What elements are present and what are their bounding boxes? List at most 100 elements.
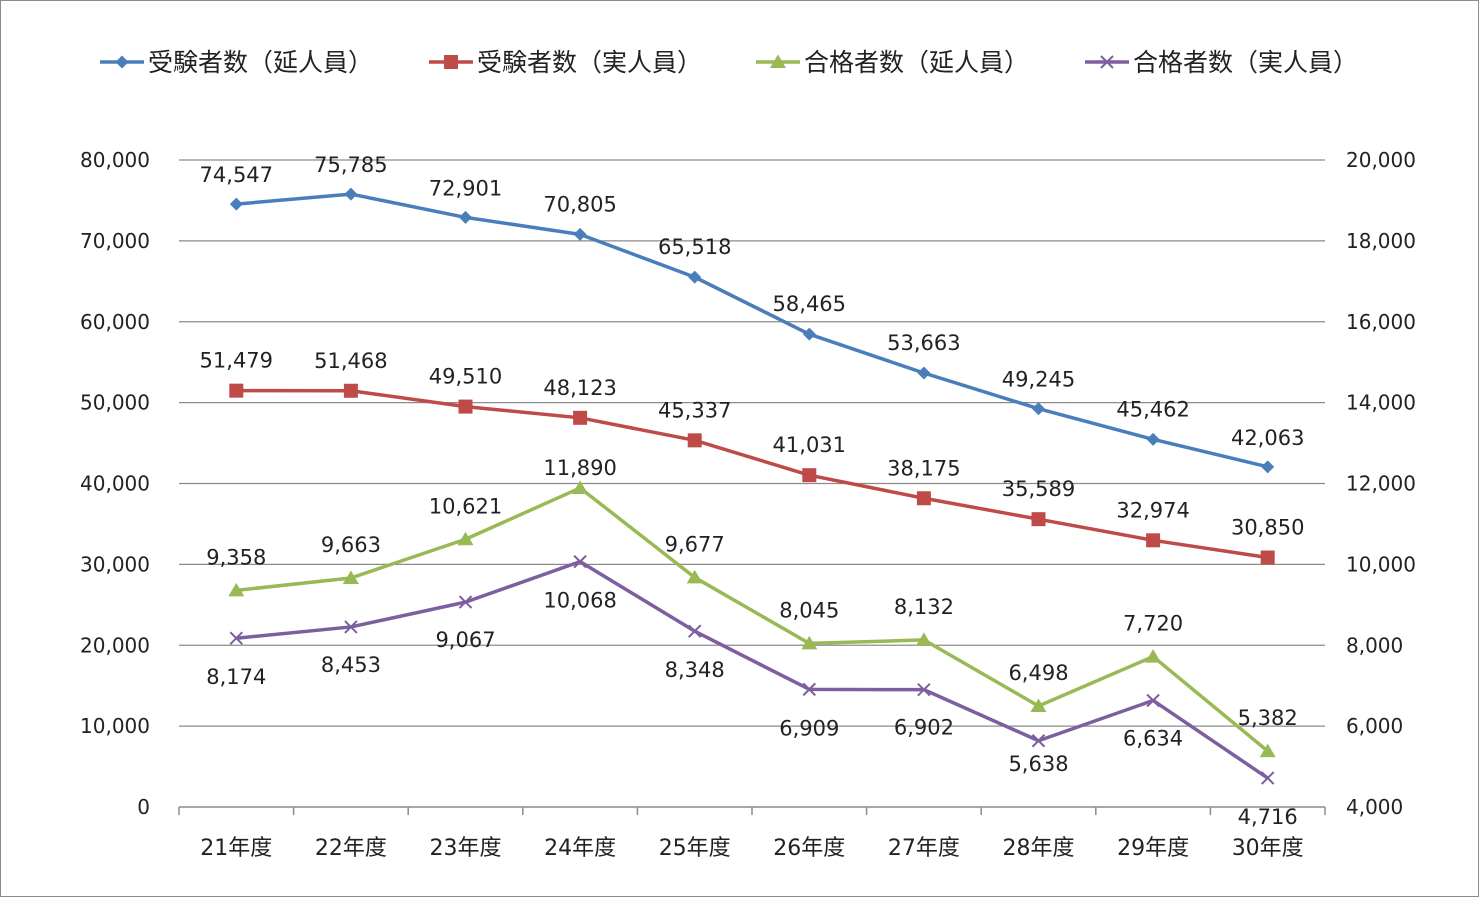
marker-triangle <box>572 480 589 494</box>
marker-square <box>802 468 817 483</box>
x-tick-label: 25年度 <box>659 836 731 861</box>
marker-diamond <box>1032 402 1045 416</box>
marker-square <box>1260 550 1275 565</box>
data-label: 10,068 <box>543 589 616 613</box>
data-label: 72,901 <box>429 176 502 200</box>
x-tick-label: 21年度 <box>200 836 272 861</box>
marker-x <box>1260 771 1275 785</box>
marker-square <box>1146 533 1161 548</box>
marker-square <box>687 433 702 448</box>
legend-entry: 受験者数（延人員） <box>100 48 373 77</box>
marker-diamond <box>573 227 587 241</box>
data-label: 7,720 <box>1123 612 1183 636</box>
marker-x <box>229 631 244 645</box>
data-label: 48,123 <box>543 376 616 400</box>
marker-diamond <box>115 55 129 69</box>
marker-triangle <box>1145 649 1162 663</box>
marker-diamond <box>229 197 243 211</box>
marker-triangle <box>1259 743 1276 758</box>
data-label: 8,132 <box>894 595 954 619</box>
axes: 0 4,000 10,000 6,000 20,000 8,000 30,000 10,000… <box>80 148 1416 861</box>
series-lines <box>228 187 1276 785</box>
marker-x <box>917 682 931 697</box>
y-left-tick-label: 40,000 <box>80 472 150 496</box>
data-label: 41,031 <box>773 433 846 457</box>
marker-square <box>458 399 473 414</box>
series-line <box>236 192 1269 469</box>
marker-x <box>1031 734 1046 748</box>
data-label: 10,621 <box>429 494 502 518</box>
marker-diamond <box>344 187 358 201</box>
data-label: 6,902 <box>894 716 954 740</box>
y-right-tick-label: 12,000 <box>1346 472 1416 496</box>
data-label: 42,063 <box>1231 426 1304 450</box>
data-label: 30,850 <box>1231 516 1304 540</box>
data-label: 58,465 <box>773 292 846 316</box>
x-tick-label: 29年度 <box>1117 836 1189 861</box>
marker-triangle <box>457 531 474 546</box>
y-left-tick-label: 20,000 <box>80 633 150 657</box>
marker-x <box>458 595 473 609</box>
series-line <box>236 559 1269 780</box>
data-label: 45,337 <box>658 398 731 422</box>
marker-triangle <box>770 54 786 68</box>
data-label: 8,045 <box>779 598 839 622</box>
x-tick-label: 28年度 <box>1003 836 1075 861</box>
x-tick-label: 24年度 <box>544 836 616 861</box>
data-label: 9,663 <box>321 533 381 557</box>
gridlines <box>179 159 1325 727</box>
data-label: 35,589 <box>1002 477 1075 501</box>
x-tick-label: 30年度 <box>1232 836 1304 861</box>
x-tick-label: 23年度 <box>430 836 502 861</box>
data-label: 9,677 <box>665 532 725 556</box>
x-tick-label: 26年度 <box>773 836 845 861</box>
series-line <box>236 388 1268 560</box>
marker-square <box>229 383 244 398</box>
data-label: 65,518 <box>658 235 731 259</box>
marker-x <box>687 624 702 638</box>
data-label: 51,468 <box>314 349 387 373</box>
x-tick-label: 27年度 <box>888 836 960 861</box>
y-right-tick-label: 16,000 <box>1346 310 1416 334</box>
data-label: 8,453 <box>321 653 381 677</box>
marker-square <box>916 491 931 506</box>
data-label: 49,510 <box>429 365 502 389</box>
data-label: 38,175 <box>887 456 960 480</box>
data-label: 8,348 <box>665 658 725 682</box>
y-left-tick-label: 80,000 <box>80 148 150 172</box>
data-label: 5,638 <box>1008 752 1068 776</box>
marker-triangle <box>342 570 359 585</box>
legend-label: 合格者数（延人員） <box>804 48 1029 77</box>
y-right-tick-label: 4,000 <box>1346 795 1403 819</box>
marker-diamond <box>1146 432 1160 446</box>
data-labels: 74,547 75,785 72,901 70,805 65,518 58,465 53,6… <box>200 153 1305 829</box>
data-label: 49,245 <box>1002 368 1075 392</box>
data-label: 32,974 <box>1116 498 1189 522</box>
legend-entry: 合格者数（実人員） <box>1085 48 1358 77</box>
marker-diamond <box>802 327 816 341</box>
marker-diamond <box>917 366 931 380</box>
data-label: 9,067 <box>435 628 495 652</box>
data-label: 6,634 <box>1123 726 1183 750</box>
marker-diamond <box>459 210 472 224</box>
data-label: 53,663 <box>887 331 960 355</box>
y-right-tick-label: 20,000 <box>1346 148 1416 172</box>
data-label: 51,479 <box>200 349 273 373</box>
marker-x <box>1146 693 1160 708</box>
data-label: 9,358 <box>206 545 266 569</box>
y-left-tick-label: 10,000 <box>80 714 150 738</box>
marker-x <box>802 682 817 697</box>
marker-triangle <box>1030 698 1047 712</box>
y-right-tick-label: 18,000 <box>1346 229 1416 253</box>
data-label: 45,462 <box>1116 397 1189 421</box>
data-label: 70,805 <box>543 192 616 216</box>
y-left-tick-label: 0 <box>137 795 150 819</box>
legend: 受験者数（延人員） 受験者数（実人員） 合格者数（延人員） 合格者数（実人員） <box>100 48 1358 77</box>
y-left-tick-label: 60,000 <box>80 310 150 334</box>
y-left-tick-label: 50,000 <box>80 391 150 415</box>
marker-triangle <box>801 635 818 650</box>
marker-triangle <box>228 582 245 597</box>
data-label: 6,498 <box>1008 661 1068 685</box>
